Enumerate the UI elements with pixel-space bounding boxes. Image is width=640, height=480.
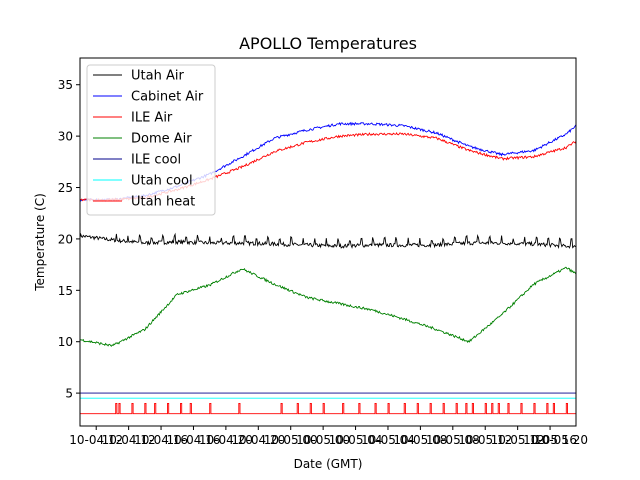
series-line-dome-air — [79, 266, 577, 347]
y-tick-label: 35 — [58, 78, 73, 92]
x-tick-label: 10-05 20 — [534, 433, 588, 447]
legend-label-cabinet-air: Cabinet Air — [131, 90, 204, 105]
x-axis-label: Date (GMT) — [294, 457, 363, 471]
series-line-utah-heat — [80, 402, 576, 415]
x-tick-label: 10-05 04 — [329, 433, 383, 447]
x-tick-label: 10-04 20 — [199, 433, 253, 447]
x-tick-label: 10-05 12 — [491, 433, 545, 447]
y-axis: 5 10 15 20 25 30 35 — [58, 78, 80, 401]
y-tick-label: 30 — [58, 130, 73, 144]
y-axis-label: Temperature (C) — [33, 193, 47, 292]
legend-label-utah-air: Utah Air — [131, 69, 184, 84]
legend-label-ile-air: ILE Air — [131, 111, 173, 126]
x-tick-label: 10-04 20 — [231, 433, 285, 447]
x-tick-label: 10-05 00 — [264, 433, 318, 447]
x-tick-label: 10-05 04 — [361, 433, 415, 447]
x-tick-label: 10-05 08 — [393, 433, 447, 447]
x-tick-label: 10-05 12 — [458, 433, 512, 447]
x-tick-label: 10-04 16 — [134, 433, 188, 447]
legend-label-utah-heat: Utah heat — [131, 195, 195, 210]
plot-frame — [79, 57, 577, 427]
legend-label-dome-air: Dome Air — [131, 132, 192, 147]
x-tick-label: 10-05 16 — [523, 433, 577, 447]
x-tick-label: 10-05 00 — [296, 433, 350, 447]
y-tick-label: 15 — [58, 284, 73, 298]
legend-box — [86, 64, 216, 216]
legend: Utah Air Cabinet Air ILE Air Dome Air ILE co… — [86, 64, 216, 216]
x-tick-label: 10-05 08 — [426, 433, 480, 447]
series-line-utah-air — [79, 232, 577, 249]
y-tick-label: 10 — [58, 335, 73, 349]
x-tick-label: 10-04 12 — [69, 433, 123, 447]
x-tick-label: 10-04 12 — [102, 433, 156, 447]
chart-title: APOLLO Temperatures — [239, 34, 417, 53]
legend-label-ile-cool: ILE cool — [131, 153, 181, 168]
y-tick-label: 20 — [58, 232, 73, 246]
y-tick-label: 25 — [58, 181, 73, 195]
y-tick-label: 5 — [65, 387, 73, 401]
legend-label-utah-cool: Utah cool — [131, 174, 193, 189]
x-tick-label: 10-04 16 — [166, 433, 220, 447]
